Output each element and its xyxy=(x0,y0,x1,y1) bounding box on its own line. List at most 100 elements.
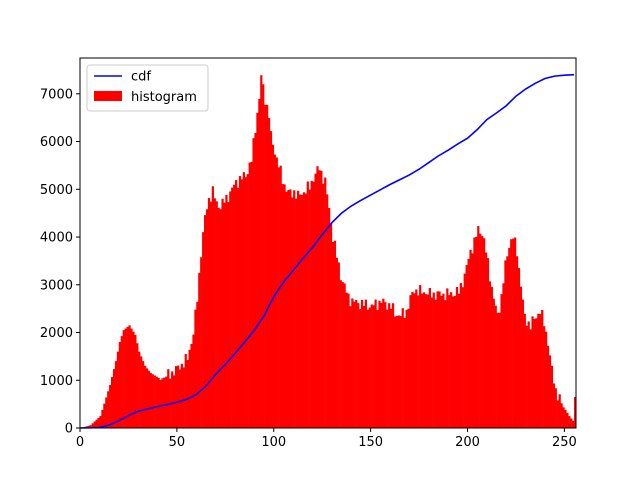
histogram-bar xyxy=(101,409,104,428)
histogram-bar xyxy=(568,416,571,428)
histogram-bar xyxy=(515,256,519,428)
x-tick-label: 250 xyxy=(552,435,577,450)
histogram-bar xyxy=(326,194,329,428)
histogram-bar xyxy=(376,310,379,428)
histogram-bar xyxy=(362,305,366,428)
histogram-bar xyxy=(182,367,185,428)
histogram-bar xyxy=(421,293,424,428)
histogram-bar xyxy=(432,292,435,428)
histogram-bar xyxy=(196,301,199,428)
x-tick-label: 150 xyxy=(358,435,383,450)
histogram-bar xyxy=(105,397,108,428)
histogram-bar xyxy=(440,295,443,428)
histogram-bar xyxy=(390,308,393,428)
histogram-bar xyxy=(541,309,544,428)
histogram-bar xyxy=(116,351,120,428)
histogram-bar xyxy=(171,371,174,428)
y-tick-label: 6000 xyxy=(40,135,73,150)
histogram-bar xyxy=(570,418,573,428)
histogram-bar xyxy=(103,403,106,428)
histogram-bar xyxy=(378,300,381,428)
histogram-bar xyxy=(246,174,249,428)
histogram-bar xyxy=(401,308,404,428)
histogram-bar xyxy=(233,184,236,428)
histogram-bar xyxy=(176,365,180,428)
histogram-bar xyxy=(287,190,290,428)
histogram-bar xyxy=(310,180,313,428)
histogram-bar xyxy=(283,184,286,428)
axes-frame xyxy=(79,57,577,429)
histogram-bar xyxy=(91,423,94,428)
histogram-bar xyxy=(174,366,178,428)
histogram-bar xyxy=(248,162,251,429)
histogram-bar xyxy=(529,329,532,428)
histogram-bar xyxy=(140,356,143,428)
histogram-bar xyxy=(502,283,505,428)
histogram-bar xyxy=(328,207,331,428)
histogram-bar xyxy=(453,295,457,428)
histogram-bar xyxy=(492,298,495,428)
histogram-bar xyxy=(289,189,292,428)
histogram-bar xyxy=(173,375,176,428)
histogram-bar xyxy=(337,262,340,428)
y-tick-label: 7000 xyxy=(40,87,73,102)
histogram-bar xyxy=(95,419,98,428)
histogram-bar xyxy=(374,299,377,428)
histogram-bar xyxy=(426,294,430,428)
histogram-bar xyxy=(488,281,492,428)
histogram-bar xyxy=(517,268,521,428)
legend-label-histogram: histogram xyxy=(131,90,197,105)
histogram-bar xyxy=(370,304,373,428)
histogram-bar xyxy=(308,189,311,428)
histogram-bar xyxy=(180,363,183,428)
histogram-bar xyxy=(279,165,282,428)
histogram-bar xyxy=(531,316,534,428)
histogram-bar xyxy=(260,75,263,428)
histogram-bar xyxy=(143,365,147,428)
histogram-bar xyxy=(142,361,145,428)
histogram-bar xyxy=(430,297,433,428)
histogram-bar xyxy=(452,296,455,428)
histogram-bar xyxy=(519,286,523,428)
histogram-bar xyxy=(295,198,298,428)
y-axis: 0 1000 2000 3000 4000 5000 6000 7000 xyxy=(40,87,80,437)
histogram-bar xyxy=(558,394,561,428)
histogram-bar xyxy=(269,131,273,428)
histogram-bar xyxy=(163,377,166,428)
histogram-bar xyxy=(514,237,517,428)
histogram-bar xyxy=(109,385,112,428)
histogram-bar xyxy=(254,133,257,428)
histogram-bar xyxy=(556,400,559,428)
histogram-bar xyxy=(508,247,511,428)
histogram-bar xyxy=(552,383,555,428)
histogram-bar xyxy=(236,187,240,428)
histogram-bar xyxy=(554,388,557,428)
histogram-bar xyxy=(438,291,441,428)
histogram-bar xyxy=(297,190,300,428)
histogram-bar xyxy=(504,260,507,428)
histogram-bar xyxy=(264,104,267,428)
histogram-bar xyxy=(562,407,565,428)
histogram-bar xyxy=(134,334,137,428)
histogram-bar xyxy=(159,379,162,428)
histogram-bar xyxy=(477,226,480,428)
histogram-bar xyxy=(442,293,445,428)
histogram-bar xyxy=(496,312,499,428)
histogram-bar xyxy=(397,315,400,428)
histogram-bar xyxy=(461,287,464,428)
histogram-bar xyxy=(198,273,201,428)
histogram-bar xyxy=(240,179,244,428)
histogram-bar xyxy=(221,198,224,428)
histogram-bar xyxy=(415,289,418,428)
histogram-bar xyxy=(335,257,338,428)
histogram-bar xyxy=(550,365,554,428)
histogram-bar xyxy=(89,425,92,428)
histogram-bar xyxy=(211,186,214,428)
histogram-bar xyxy=(167,369,170,428)
histogram-bar xyxy=(424,294,428,428)
histogram-bar xyxy=(213,198,216,428)
histogram-bar xyxy=(403,317,406,428)
histogram-bar xyxy=(366,309,369,428)
histogram-bar xyxy=(238,176,242,428)
histogram-bar xyxy=(506,256,509,428)
